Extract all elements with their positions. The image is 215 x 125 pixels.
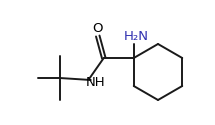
Text: O: O [92, 22, 103, 36]
Text: H₂N: H₂N [123, 30, 148, 43]
Text: NH: NH [86, 76, 106, 90]
